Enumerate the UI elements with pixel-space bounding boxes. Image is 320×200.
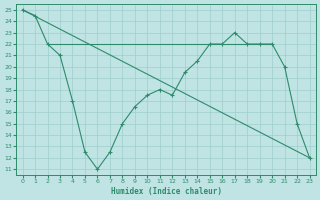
X-axis label: Humidex (Indice chaleur): Humidex (Indice chaleur) bbox=[111, 187, 221, 196]
